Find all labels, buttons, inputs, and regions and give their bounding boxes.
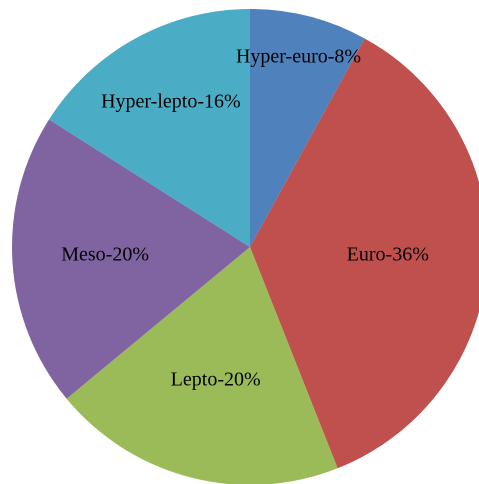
data-label: Euro-36% xyxy=(347,243,429,265)
data-label: Meso-20% xyxy=(61,244,149,266)
pie-slice xyxy=(66,247,338,484)
data-label: Hyper-euro-8% xyxy=(236,46,361,68)
data-label: Lepto-20% xyxy=(171,368,261,390)
pie-slice xyxy=(250,38,479,469)
pie-slice xyxy=(11,119,250,399)
pie-slice xyxy=(250,9,365,247)
pie-slice xyxy=(49,8,250,247)
data-label: Hyper-lepto-16% xyxy=(101,91,241,113)
